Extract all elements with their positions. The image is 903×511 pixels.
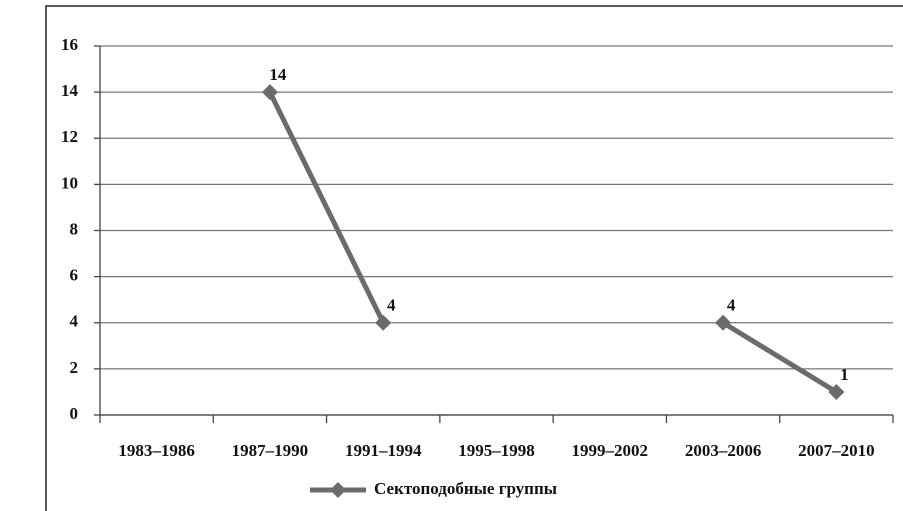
series-line — [267, 91, 838, 395]
x-tick-label: 1995–1998 — [458, 441, 535, 460]
point-marker — [261, 84, 278, 101]
data-label: 4 — [387, 296, 396, 315]
legend-marker — [330, 482, 346, 498]
data-label: 4 — [727, 296, 736, 315]
point-marker — [828, 383, 845, 400]
x-tick-label: 2003–2006 — [685, 441, 762, 460]
chart-border — [45, 5, 903, 511]
y-tick-label: 10 — [61, 173, 78, 192]
y-tick-label: 2 — [70, 358, 79, 377]
x-tick-label: 1987–1990 — [232, 441, 309, 460]
y-tick-label: 6 — [70, 266, 79, 285]
y-tick-label: 8 — [70, 219, 79, 238]
data-label: 14 — [269, 65, 287, 84]
y-tick-label: 0 — [70, 404, 79, 423]
y-tick-label: 16 — [61, 35, 78, 54]
point-marker — [375, 314, 392, 331]
x-tick-label: 1999–2002 — [572, 441, 649, 460]
y-tick-label: 4 — [70, 312, 79, 331]
point-marker — [715, 314, 732, 331]
legend-label: Сектоподобные группы — [374, 479, 557, 498]
y-tick-label: 12 — [61, 127, 78, 146]
x-tick-label: 1991–1994 — [345, 441, 422, 460]
x-tick-label: 1983–1986 — [118, 441, 195, 460]
data-label: 1 — [840, 365, 849, 384]
y-tick-label: 14 — [61, 81, 79, 100]
x-tick-label: 2007–2010 — [798, 441, 875, 460]
